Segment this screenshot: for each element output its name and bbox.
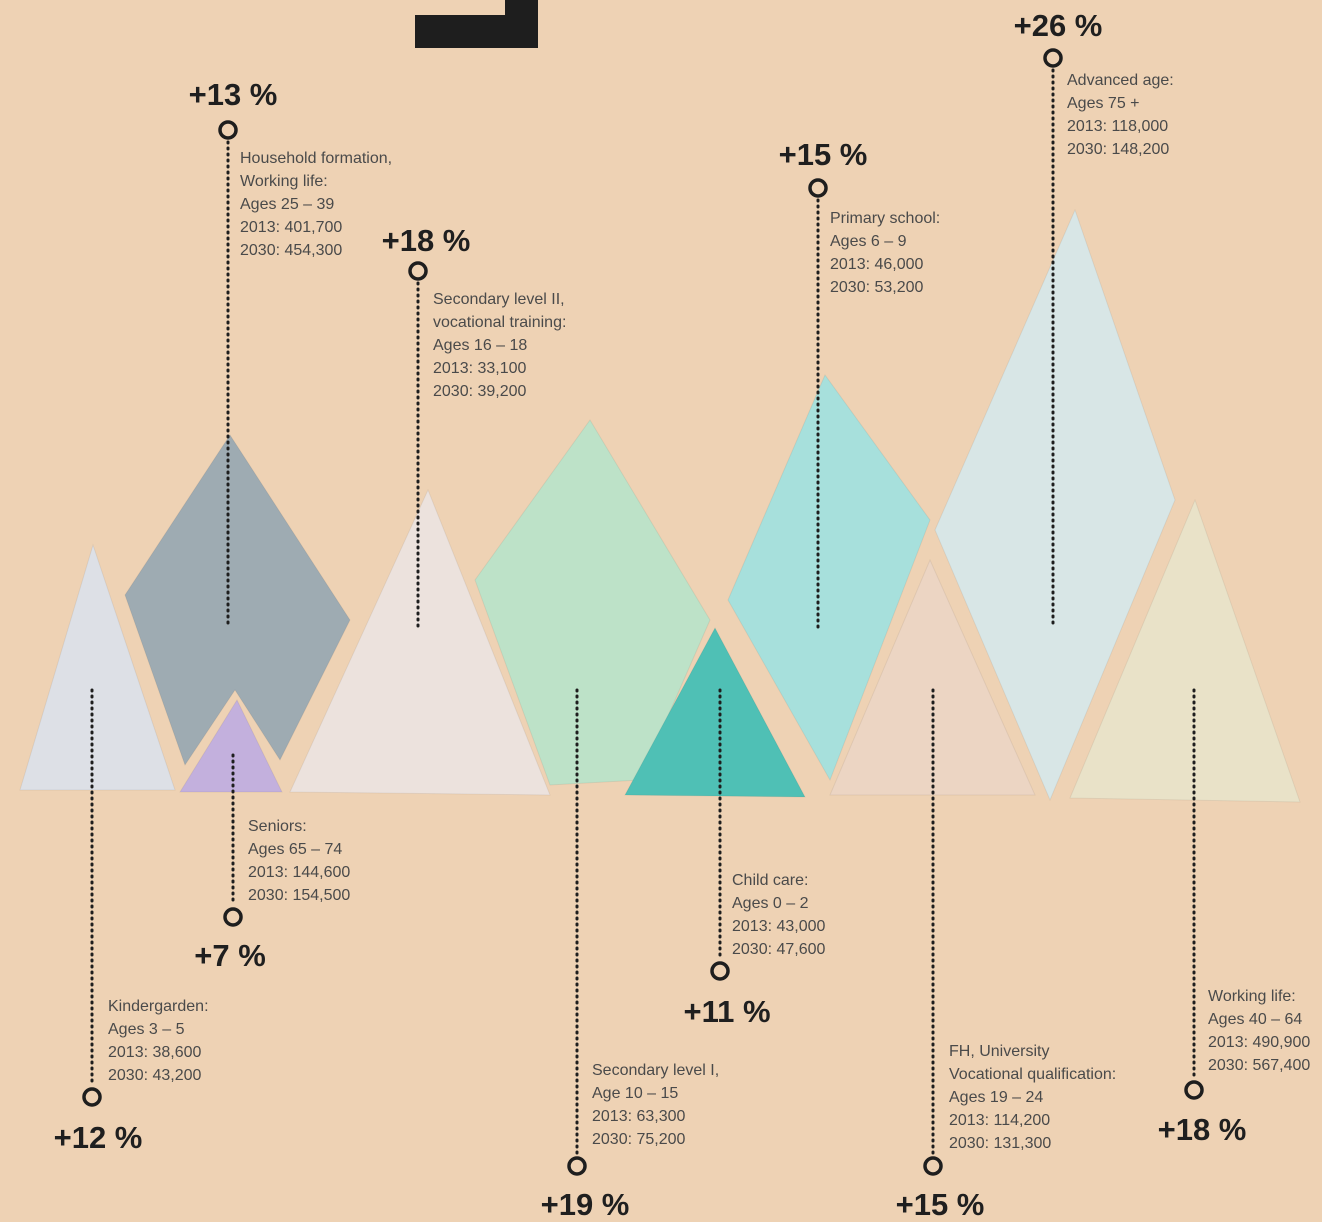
callout-text: Seniors:	[248, 818, 307, 835]
shape	[179, 698, 283, 793]
shape	[624, 626, 806, 798]
shape	[829, 558, 1036, 796]
percent-label: +15 %	[779, 137, 868, 172]
shape	[474, 419, 711, 786]
shape	[289, 488, 551, 796]
callout-text: 2030: 131,300	[949, 1135, 1051, 1152]
marker	[223, 907, 243, 927]
callout-text: 2013: 43,000	[732, 918, 826, 935]
callout-text: Age 10 – 15	[592, 1085, 678, 1102]
callout-text: 2013: 144,600	[248, 864, 350, 881]
marker	[710, 961, 730, 981]
callout-text: Secondary level I,	[592, 1062, 719, 1079]
callout-text: 2013: 63,300	[592, 1108, 686, 1125]
callout-text: 2030: 454,300	[240, 242, 342, 259]
marker	[1184, 1080, 1204, 1100]
marker	[808, 178, 828, 198]
callout-text: 2030: 39,200	[433, 383, 527, 400]
marker	[923, 1156, 943, 1176]
percent-label: +13 %	[189, 77, 278, 112]
callout-text: Ages 25 – 39	[240, 196, 334, 213]
shape	[1069, 498, 1301, 803]
callout-text: Working life:	[1208, 988, 1296, 1005]
callout-text: Kindergarden:	[108, 998, 209, 1015]
callout-text: 2013: 38,600	[108, 1044, 202, 1061]
percent-label: +18 %	[1158, 1112, 1247, 1147]
callout-text: 2030: 75,200	[592, 1131, 686, 1148]
callout-text: 2013: 46,000	[830, 256, 924, 273]
percent-label: +7 %	[194, 938, 266, 973]
callout-text: 2013: 401,700	[240, 219, 342, 236]
callout-text: Ages 6 – 9	[830, 233, 907, 250]
callout-text: Vocational qualification:	[949, 1066, 1116, 1083]
callout-text: Ages 0 – 2	[732, 895, 809, 912]
callout-text: 2013: 33,100	[433, 360, 527, 377]
callout-text: Ages 3 – 5	[108, 1021, 185, 1038]
percent-label: +19 %	[541, 1187, 630, 1222]
callout-text: 2030: 53,200	[830, 279, 924, 296]
callout-text: Child care:	[732, 872, 808, 889]
percent-label: +12 %	[54, 1120, 143, 1155]
callout-text: 2030: 567,400	[1208, 1057, 1310, 1074]
callout-text: 2013: 118,000	[1067, 118, 1168, 135]
percent-label: +26 %	[1014, 8, 1103, 43]
callout-text: 2013: 114,200	[949, 1112, 1050, 1129]
shape	[19, 543, 176, 791]
callout-text: Ages 19 – 24	[949, 1089, 1043, 1106]
percent-label: +15 %	[896, 1187, 985, 1222]
callout-text: Working life:	[240, 173, 328, 190]
callout-text: Household formation,	[240, 150, 392, 167]
shape	[934, 208, 1176, 802]
shape	[727, 373, 931, 782]
callout-text: Ages 75 +	[1067, 95, 1140, 112]
callout-text: Primary school:	[830, 210, 940, 227]
callout-text: Ages 40 – 64	[1208, 1011, 1302, 1028]
shape	[124, 434, 351, 767]
callout-text: vocational training:	[433, 314, 566, 331]
percent-label: +18 %	[382, 223, 471, 258]
callout-text: Ages 65 – 74	[248, 841, 342, 858]
callout-text: 2030: 47,600	[732, 941, 826, 958]
callout-text: 2030: 43,200	[108, 1067, 202, 1084]
callout-text: Ages 16 – 18	[433, 337, 527, 354]
callout-text: 2030: 154,500	[248, 887, 350, 904]
callout-text: Advanced age:	[1067, 72, 1174, 89]
paper-shapes	[19, 208, 1301, 803]
callout-text: Secondary level II,	[433, 291, 565, 308]
callout-text: 2013: 490,900	[1208, 1034, 1310, 1051]
marker	[1043, 48, 1063, 68]
marker	[408, 261, 428, 281]
callout-text: FH, University	[949, 1043, 1049, 1060]
callout-text: 2030: 148,200	[1067, 141, 1169, 158]
percent-label: +11 %	[683, 994, 770, 1029]
logo-block	[415, 0, 538, 48]
marker	[82, 1087, 102, 1107]
marker	[218, 120, 238, 140]
marker	[567, 1156, 587, 1176]
